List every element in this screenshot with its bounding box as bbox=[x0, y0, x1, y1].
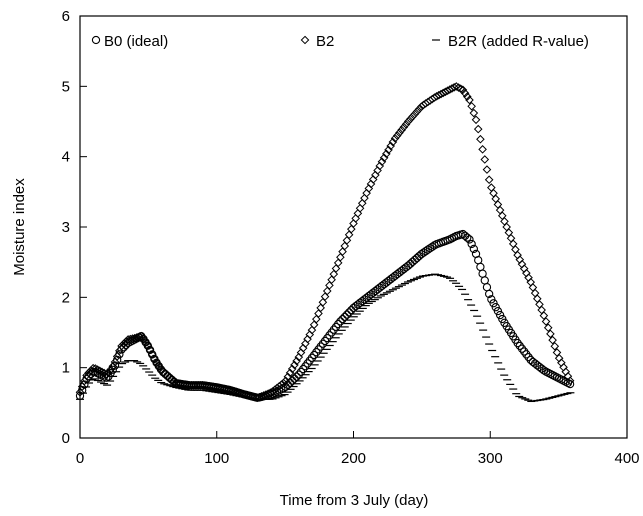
data-point bbox=[477, 136, 484, 143]
data-point bbox=[486, 176, 493, 183]
data-point bbox=[356, 205, 363, 212]
data-point bbox=[483, 284, 490, 291]
legend-label: B0 (ideal) bbox=[104, 33, 168, 50]
data-point bbox=[470, 109, 477, 116]
data-point bbox=[479, 270, 486, 277]
data-point bbox=[363, 189, 370, 196]
x-tick-label: 400 bbox=[614, 450, 639, 467]
legend-label: B2 bbox=[316, 33, 334, 50]
y-tick-label: 5 bbox=[62, 78, 70, 95]
legend: B0 (ideal) B2 B2R (added R-value) bbox=[92, 33, 589, 50]
legend-item: B2R (added R-value) bbox=[432, 33, 589, 50]
y-tick-label: 2 bbox=[62, 289, 70, 306]
data-point bbox=[479, 146, 486, 153]
legend-marker bbox=[301, 36, 308, 43]
series-1 bbox=[76, 230, 573, 401]
y-tick-label: 4 bbox=[62, 149, 70, 166]
legend-item: B0 (ideal) bbox=[92, 33, 168, 50]
data-point bbox=[477, 263, 484, 270]
data-point bbox=[291, 375, 298, 382]
legend-item: B2 bbox=[301, 33, 334, 50]
data-point bbox=[472, 116, 479, 123]
data-point bbox=[481, 156, 488, 163]
y-tick-label: 0 bbox=[62, 430, 70, 447]
y-axis-label: Moisture index bbox=[11, 178, 28, 276]
y-tick-label: 6 bbox=[62, 8, 70, 25]
data-point bbox=[411, 256, 418, 263]
data-point bbox=[475, 257, 482, 264]
x-tick-label: 300 bbox=[478, 450, 503, 467]
data-point bbox=[409, 258, 416, 265]
y-tick-label: 3 bbox=[62, 219, 70, 236]
x-tick-label: 200 bbox=[341, 450, 366, 467]
legend-label: B2R (added R-value) bbox=[448, 33, 589, 50]
data-point bbox=[359, 200, 366, 207]
x-axis-label: Time from 3 July (day) bbox=[280, 492, 429, 509]
x-tick-label: 0 bbox=[76, 450, 84, 467]
data-point bbox=[475, 125, 482, 132]
series-layer bbox=[76, 83, 574, 402]
x-axis-ticks: 0 100 200 300 400 bbox=[76, 431, 640, 467]
data-point bbox=[361, 195, 368, 202]
data-point bbox=[354, 210, 361, 217]
data-point bbox=[352, 215, 359, 222]
legend-marker bbox=[92, 36, 99, 43]
x-tick-label: 100 bbox=[204, 450, 229, 467]
data-point bbox=[293, 373, 300, 380]
data-point bbox=[483, 166, 490, 173]
data-point bbox=[413, 254, 420, 261]
y-tick-label: 1 bbox=[62, 360, 70, 377]
data-point bbox=[481, 277, 488, 284]
